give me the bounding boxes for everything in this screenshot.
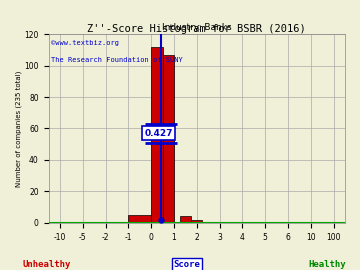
Bar <box>180 217 191 223</box>
Text: ©www.textbiz.org: ©www.textbiz.org <box>51 40 120 46</box>
Y-axis label: Number of companies (235 total): Number of companies (235 total) <box>15 70 22 187</box>
Text: Unhealthy: Unhealthy <box>23 260 71 269</box>
Bar <box>151 47 162 223</box>
Text: Industry: Banks: Industry: Banks <box>162 23 231 32</box>
Text: The Research Foundation of SUNY: The Research Foundation of SUNY <box>51 57 183 63</box>
Bar <box>191 220 202 223</box>
Bar <box>128 215 151 223</box>
Text: Score: Score <box>174 260 201 269</box>
Title: Z''-Score Histogram for BSBR (2016): Z''-Score Histogram for BSBR (2016) <box>87 24 306 34</box>
Text: Healthy: Healthy <box>309 260 346 269</box>
Text: 0.427: 0.427 <box>144 129 173 138</box>
Bar <box>162 55 174 223</box>
